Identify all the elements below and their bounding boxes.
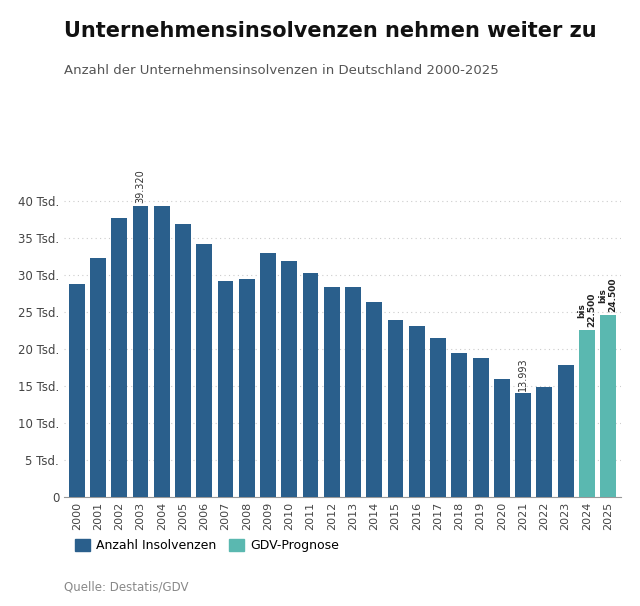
Text: bis
22.500: bis 22.500 (577, 293, 596, 327)
Bar (260, 253, 276, 497)
Bar (409, 326, 425, 497)
Bar (239, 279, 255, 497)
Text: bis
24.500: bis 24.500 (598, 278, 618, 313)
Text: 13.993: 13.993 (518, 358, 528, 391)
Bar (282, 261, 297, 497)
Bar (324, 287, 340, 497)
Bar (303, 273, 319, 497)
Bar (515, 393, 531, 497)
Bar (430, 338, 446, 497)
Text: Quelle: Destatis/GDV: Quelle: Destatis/GDV (64, 581, 189, 594)
Bar (132, 205, 148, 497)
Bar (388, 320, 403, 497)
Bar (366, 302, 382, 497)
Bar (345, 287, 361, 497)
Bar (111, 218, 127, 497)
Bar (472, 358, 488, 497)
Text: 39.320: 39.320 (136, 170, 145, 204)
Bar (90, 258, 106, 497)
Bar (218, 281, 234, 497)
Bar (557, 365, 573, 497)
Text: Anzahl der Unternehmensinsolvenzen in Deutschland 2000-2025: Anzahl der Unternehmensinsolvenzen in De… (64, 64, 499, 76)
Bar (154, 206, 170, 497)
Legend: Anzahl Insolvenzen, GDV-Prognose: Anzahl Insolvenzen, GDV-Prognose (70, 534, 344, 558)
Text: Unternehmensinsolvenzen nehmen weiter zu: Unternehmensinsolvenzen nehmen weiter zu (64, 21, 596, 41)
Bar (579, 330, 595, 497)
Bar (494, 379, 509, 497)
Bar (196, 244, 212, 497)
Bar (536, 387, 552, 497)
Bar (68, 284, 84, 497)
Bar (451, 353, 467, 497)
Bar (600, 316, 616, 497)
Bar (175, 224, 191, 497)
